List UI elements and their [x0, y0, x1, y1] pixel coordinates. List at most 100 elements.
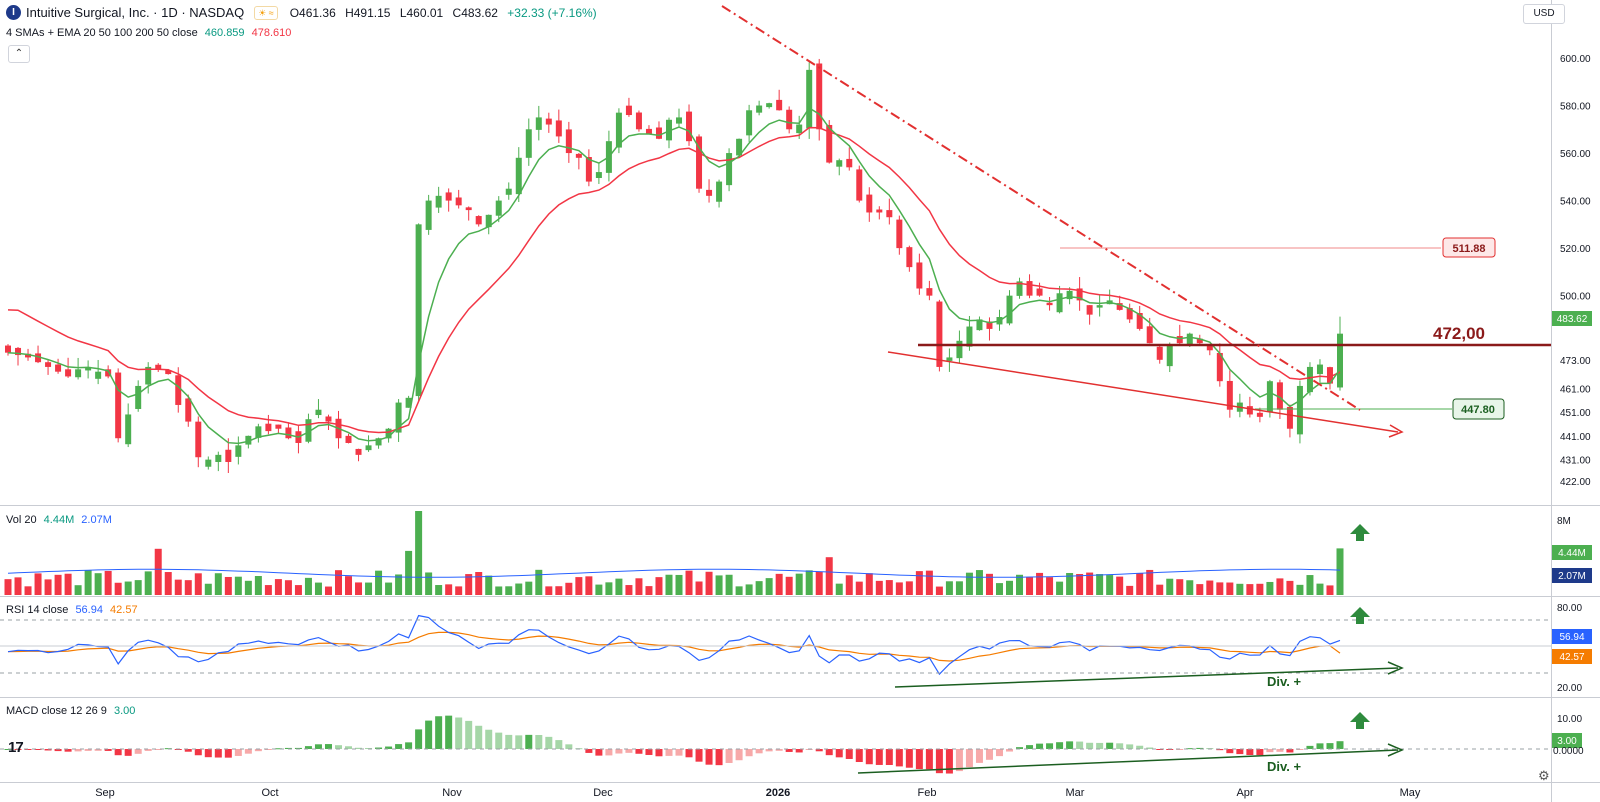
volume-bar [775, 573, 783, 595]
volume-bar [575, 577, 583, 595]
volume-bar [345, 576, 353, 595]
symbol-title[interactable]: Intuitive Surgical, Inc. · 1D · NASDAQ [26, 5, 245, 20]
candle-body [515, 157, 522, 195]
volume-bar [745, 584, 753, 595]
volume-bar [955, 581, 963, 595]
macd-histogram-bar [1066, 741, 1074, 749]
volume-bar [465, 574, 473, 595]
candle-body [1286, 406, 1293, 429]
macd-histogram-bar [214, 749, 222, 758]
volume-bar [34, 573, 42, 595]
volume-bar [535, 569, 543, 595]
rsi-divergence-arrowhead [1387, 661, 1404, 675]
volume-bar [1296, 584, 1304, 595]
rsi-axis-80: 80.00 [1557, 603, 1582, 614]
volume-bar [645, 586, 653, 595]
volume-bar [415, 511, 423, 595]
volume-bar [395, 574, 403, 595]
collapse-legend-button[interactable]: ⌃ [8, 45, 30, 63]
price-axis-tick: 520.00 [1560, 244, 1591, 255]
candle-body [686, 111, 693, 142]
volume-bar [1106, 575, 1114, 595]
macd-divergence-label: Div. + [1267, 759, 1301, 774]
volume-bar [304, 577, 312, 595]
volume-bar [1136, 573, 1144, 595]
candle-body [35, 353, 42, 363]
volume-badge [1552, 545, 1592, 560]
gear-icon[interactable]: ⚙ [1538, 768, 1550, 783]
volume-bar [254, 576, 262, 595]
volume-bar [1026, 577, 1034, 595]
volume-bar [825, 557, 833, 595]
high-value: H491.15 [345, 5, 391, 20]
macd-histogram-bar [925, 749, 933, 770]
volume-bar [425, 572, 433, 595]
candle-body [1026, 281, 1033, 296]
macd-histogram-bar [665, 749, 673, 756]
macd-histogram-bar [435, 716, 443, 749]
time-axis[interactable]: Sep Oct Nov Dec 2026 Feb Mar Apr May [95, 787, 1421, 799]
ma-indicator-legend[interactable]: 4 SMAs + EMA 20 50 100 200 50 close 460.… [6, 27, 291, 39]
level-447-box [1452, 398, 1505, 420]
macd-histogram-bar [1286, 749, 1294, 753]
macd-histogram-bar [1036, 743, 1044, 749]
candle-body [185, 398, 192, 422]
macd-legend[interactable]: MACD close 12 26 9 3.00 [6, 705, 135, 717]
volume-bar [44, 579, 52, 595]
macd-histogram-bar [1006, 749, 1014, 752]
volume-bar [995, 583, 1003, 595]
macd-badge [1552, 733, 1582, 748]
candle-body [1046, 302, 1053, 306]
volume-bar [1226, 582, 1234, 595]
candle-body [465, 207, 472, 211]
macd-histogram-bar [1106, 742, 1114, 749]
price-axis[interactable]: 600.00 580.00 560.00 540.00 520.00 500.00 473.… [1560, 54, 1591, 488]
macd-histogram-bar [204, 749, 212, 758]
ema-50-line [7, 126, 1341, 434]
macd-histogram-bar [585, 749, 593, 753]
volume-bar [184, 580, 192, 595]
candle-body [75, 369, 82, 378]
candle-body [215, 454, 222, 462]
macd-histogram-bar [24, 749, 32, 750]
macd-histogram-bar [345, 746, 353, 749]
candle-body [195, 421, 202, 458]
macd-histogram-bar [905, 749, 913, 768]
tradingview-logo-icon[interactable]: 17 [8, 739, 24, 756]
time-axis-tick: Feb [918, 787, 937, 799]
macd-histogram-bar [1096, 742, 1104, 749]
currency-selector[interactable]: USD [1523, 4, 1565, 24]
market-status-icon[interactable]: ☀ ≈ [254, 5, 278, 20]
candle-body [65, 369, 72, 377]
symbol-header[interactable]: I Intuitive Surgical, Inc. · 1D · NASDAQ… [6, 5, 597, 20]
macd-histogram-bar [765, 749, 773, 752]
candle-body [285, 427, 292, 439]
level-511-label: 511.88 [1452, 243, 1485, 255]
rsi-legend[interactable]: RSI 14 close 56.94 42.57 [6, 604, 138, 616]
volume-legend[interactable]: Vol 20 4.44M 2.07M [6, 514, 112, 526]
macd-histogram-bar [114, 749, 122, 756]
macd-histogram-bar [875, 749, 883, 765]
macd-divergence-arrowhead [1387, 743, 1404, 757]
volume-bar [1316, 583, 1324, 595]
price-axis-tick: 451.00 [1560, 408, 1591, 419]
candle-body [906, 247, 913, 268]
volume-bar [1046, 577, 1054, 595]
price-axis-tick: 560.00 [1560, 149, 1591, 160]
volume-bar [495, 586, 503, 595]
candle-body [756, 105, 763, 113]
price-axis-tick: 540.00 [1560, 197, 1591, 208]
volume-bar [274, 579, 282, 595]
macd-histogram-bar [365, 747, 373, 749]
macd-histogram-bar [375, 747, 383, 749]
time-axis-tick: Oct [261, 787, 278, 799]
candle-body [1266, 381, 1273, 412]
volume-bar [174, 579, 182, 595]
volume-bar [835, 583, 843, 595]
macd-histogram-bar [955, 749, 963, 772]
volume-bar [334, 570, 342, 595]
volume-bar [665, 574, 673, 595]
candle-body [1086, 305, 1093, 315]
candle-body [15, 347, 22, 356]
